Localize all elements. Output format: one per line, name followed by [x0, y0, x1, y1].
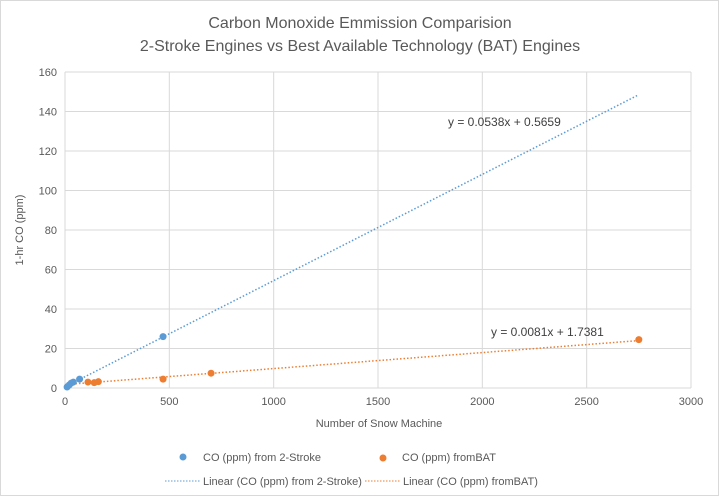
y-tick-label: 80	[45, 225, 57, 237]
data-point-bat	[84, 378, 92, 386]
legend-label-bat: CO (ppm) fromBAT	[402, 452, 496, 464]
x-tick-label: 2500	[574, 396, 598, 408]
y-tick-label: 0	[51, 383, 57, 395]
trendline-bat	[64, 339, 639, 386]
x-tick-label: 1000	[261, 396, 285, 408]
y-axis-label: 1-hr CO (ppm)	[14, 195, 26, 266]
y-tick-label: 120	[39, 146, 57, 158]
y-tick-label: 40	[45, 304, 57, 316]
legend-label-2stroke: CO (ppm) from 2-Stroke	[203, 452, 321, 464]
data-point-bat	[159, 375, 167, 383]
legend-label-trend-bat: Linear (CO (ppm) fromBAT)	[403, 476, 538, 488]
data-point-bat	[635, 336, 643, 344]
data-point-2stroke	[159, 333, 167, 341]
legend-marker-2stroke	[179, 453, 187, 461]
data-point-bat	[207, 369, 215, 377]
x-tick-label: 2000	[470, 396, 494, 408]
chart-subtitle: 2-Stroke Engines vs Best Available Techn…	[140, 38, 580, 55]
y-tick-label: 160	[39, 67, 57, 79]
x-tick-label: 0	[62, 396, 68, 408]
legend-label-trend-2stroke: Linear (CO (ppm) from 2-Stroke)	[203, 476, 362, 488]
legend-marker-bat	[379, 454, 387, 462]
trendline-2stroke	[64, 94, 640, 388]
x-axis-label: Number of Snow Machine	[316, 418, 443, 430]
y-tick-label: 60	[45, 265, 57, 277]
chart-title: Carbon Monoxide Emmission Comparision	[208, 15, 511, 32]
y-tick-label: 140	[39, 107, 57, 119]
trendline-equation-2stroke: y = 0.0538x + 0.5659	[448, 115, 561, 129]
data-point-bat	[94, 378, 102, 386]
legend: CO (ppm) from 2-Stroke CO (ppm) fromBAT …	[165, 452, 538, 488]
data-point-2stroke	[69, 378, 77, 386]
x-tick-label: 500	[160, 396, 178, 408]
y-tick-label: 20	[45, 344, 57, 356]
data-point-2stroke	[76, 375, 84, 383]
x-tick-label: 3000	[679, 396, 703, 408]
x-tick-label: 1500	[366, 396, 390, 408]
y-tick-label: 100	[39, 186, 57, 198]
trendline-equation-bat: y = 0.0081x + 1.7381	[491, 325, 604, 339]
